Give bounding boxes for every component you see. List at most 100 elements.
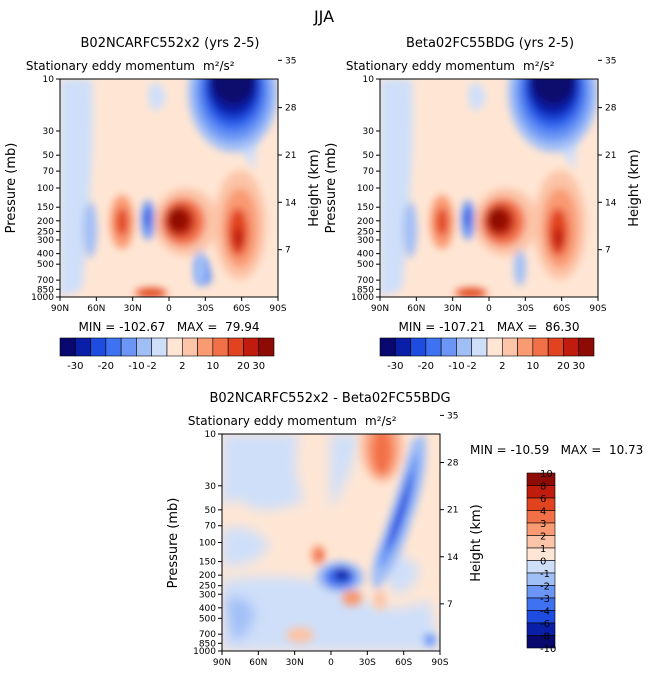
panel-c-field xyxy=(222,434,440,651)
panel-a-htick-label: 28 xyxy=(285,104,297,114)
panel-b-colorbar-label: 30 xyxy=(572,361,585,372)
panel-c-colorbar-label: 3 xyxy=(540,519,546,530)
panel-b-htick-label: 21 xyxy=(605,151,616,161)
panel-a-xtick-label: 60S xyxy=(233,304,250,314)
panel-c-ytick-label: 500 xyxy=(199,614,216,624)
panel-a-colorbar-swatch xyxy=(181,337,198,357)
panel-b-xtick-label: 30N xyxy=(444,304,462,314)
panel-a-field xyxy=(60,79,278,297)
panel-b-stats: MIN = -107.21 MAX = 86.30 xyxy=(399,320,580,334)
panel-c-colorbar-swatch xyxy=(526,635,556,649)
panel-c-xtick-label: 30S xyxy=(359,658,376,668)
panel-a-subtitle: Stationary eddy momentum xyxy=(26,59,195,73)
panel-c-contours xyxy=(286,434,436,646)
panel-a-ytick-label: 70 xyxy=(43,167,55,177)
panel-c-ylabel-right: Height (km) xyxy=(469,504,484,581)
panel-a-ytick-label: 250 xyxy=(37,227,54,237)
panel-c-ytick-label: 70 xyxy=(205,522,217,532)
panel-b-ytick-label: 200 xyxy=(357,217,374,227)
panel-a-colorbar-label: 10 xyxy=(206,361,219,372)
panel-c-ytick-label: 300 xyxy=(199,590,216,600)
panel-b-colorbar-swatch xyxy=(410,337,427,357)
panel-b-xtick-label: 60N xyxy=(407,304,425,314)
panel-b-colorbar-label: -10 xyxy=(448,361,464,372)
panel-c-ytick-label: 150 xyxy=(199,558,216,568)
panel-c-htick-label: 35 xyxy=(447,411,458,421)
panel-b-colorbar-label: -2 xyxy=(467,361,477,372)
panel-b-colorbar-swatch xyxy=(563,337,580,357)
panel-a-units: m²/s² xyxy=(203,59,235,73)
panel-b-colorbar-label: -20 xyxy=(418,361,434,372)
panel-c-colorbar-label: -2 xyxy=(540,582,550,593)
figure-title: JJA xyxy=(313,7,334,26)
panel-c-colorbar-label: 2 xyxy=(540,532,546,543)
panel-c-ylabel: Pressure (mb) xyxy=(166,498,181,589)
panel-a-ytick-label: 50 xyxy=(43,151,55,161)
panel-c-colorbar-label: 6 xyxy=(540,494,546,505)
panel-b-ytick-label: 850 xyxy=(357,285,374,295)
panel-a-ytick-label: 1000 xyxy=(31,293,54,303)
panel-b-colorbar-swatch xyxy=(394,337,411,357)
panel-b-colorbar-swatch xyxy=(471,337,488,357)
panel-b-xtick-label: 30S xyxy=(517,304,534,314)
panel-a-ylabel: Pressure (mb) xyxy=(4,143,19,234)
panel-a-colorbar-swatch xyxy=(120,337,137,357)
panel-b-colorbar-swatch xyxy=(440,337,457,357)
panel-c-ytick-label: 250 xyxy=(199,582,216,592)
panel-c-ytick-label: 850 xyxy=(199,639,216,649)
panel-a-colorbar-label: -20 xyxy=(98,361,114,372)
panel-c-colorbar-label: 10 xyxy=(540,469,553,480)
panel-b-colorbar-swatch xyxy=(501,337,518,357)
panel-a-ytick-label: 400 xyxy=(37,250,54,260)
panel-b-ytick-label: 250 xyxy=(357,227,374,237)
panel-c-ytick-label: 10 xyxy=(205,430,217,440)
panel-c-colorbar-label: -10 xyxy=(540,644,556,655)
panel-a-axes: 90N 60N 30N 0 30S 60S 90S103050701001502002503… xyxy=(31,56,297,314)
panel-b-ytick-label: 10 xyxy=(363,75,375,85)
panel-a-colorbar-swatch xyxy=(197,337,214,357)
panel-c-xtick-label: 60N xyxy=(249,658,267,668)
panel-b-ytick-label: 150 xyxy=(357,203,374,213)
panel-a-colorbar-swatch xyxy=(90,337,107,357)
panel-b-xtick-label: 60S xyxy=(553,304,570,314)
panel-b-colorbar-swatch xyxy=(379,337,396,357)
panel-b-colorbar-label: 10 xyxy=(526,361,539,372)
panel-a-ytick-label: 200 xyxy=(37,217,54,227)
panel-b-ytick-label: 1000 xyxy=(351,293,374,303)
panel-b-colorbar-label: 2 xyxy=(499,361,505,372)
panel-b-ytick-label: 500 xyxy=(357,260,374,270)
panel-a-ytick-label: 850 xyxy=(37,285,54,295)
panel-a-colorbar-swatch xyxy=(59,337,76,357)
panel-b-contours xyxy=(403,79,598,297)
panel-a-colorbar-label: 2 xyxy=(179,361,185,372)
panel-a-colorbar-swatch xyxy=(74,337,91,357)
panel-c-subtitle: Stationary eddy momentum xyxy=(188,414,357,428)
panel-b-htick-label: 7 xyxy=(605,246,611,256)
panel-c-htick-label: 28 xyxy=(447,459,459,469)
panel-a: B02NCARFC552x2 (yrs 2-5) Stationary eddy… xyxy=(4,36,322,372)
panel-c-colorbar-label: -6 xyxy=(540,619,550,630)
panel-c-xtick-label: 0 xyxy=(328,658,334,668)
panel-c-colorbar-label: -8 xyxy=(540,632,550,643)
panel-c-ytick-label: 400 xyxy=(199,604,216,614)
panel-a-htick-label: 35 xyxy=(285,56,296,66)
panel-a-colorbar-swatch xyxy=(212,337,229,357)
panel-a-colorbar-swatch xyxy=(166,337,183,357)
panel-c: B02NCARFC552x2 - Beta02FC55BDG Stationar… xyxy=(166,391,643,668)
panel-c-ytick-label: 100 xyxy=(199,539,216,549)
panel-c-colorbar-label: 1 xyxy=(540,544,546,555)
panel-b-axes: 90N 60N 30N 0 30S 60S 90S103050701001502002503… xyxy=(351,56,617,314)
panel-a-colorbar-label: -2 xyxy=(147,361,157,372)
panel-b-colorbar-label: -30 xyxy=(387,361,403,372)
panel-b-colorbar-swatch xyxy=(486,337,503,357)
panel-a-colorbar-label: -30 xyxy=(67,361,83,372)
panel-b-ylabel: Pressure (mb) xyxy=(324,143,339,234)
panel-c-colorbar-label: 4 xyxy=(540,507,546,518)
panel-b-ytick-label: 700 xyxy=(357,276,374,286)
panel-a-colorbar: -30 -20 -10 -2 2 10 20 30 xyxy=(59,337,275,372)
panel-a-htick-label: 7 xyxy=(285,246,291,256)
panel-a-colorbar-label: 30 xyxy=(252,361,265,372)
panel-a-ytick-label: 300 xyxy=(37,236,54,246)
panel-a-contours xyxy=(83,79,278,297)
panel-b-htick-label: 35 xyxy=(605,56,616,66)
